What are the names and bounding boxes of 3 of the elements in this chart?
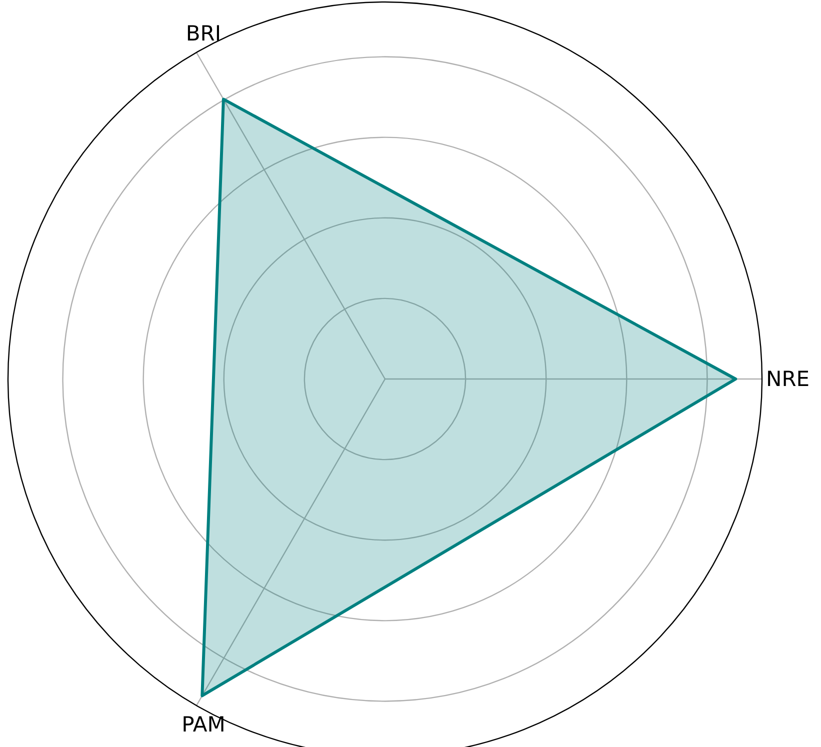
spoke-label: PAM [182,712,226,737]
spoke-label: NRE [766,367,810,391]
spoke-label: BRI [186,21,222,46]
